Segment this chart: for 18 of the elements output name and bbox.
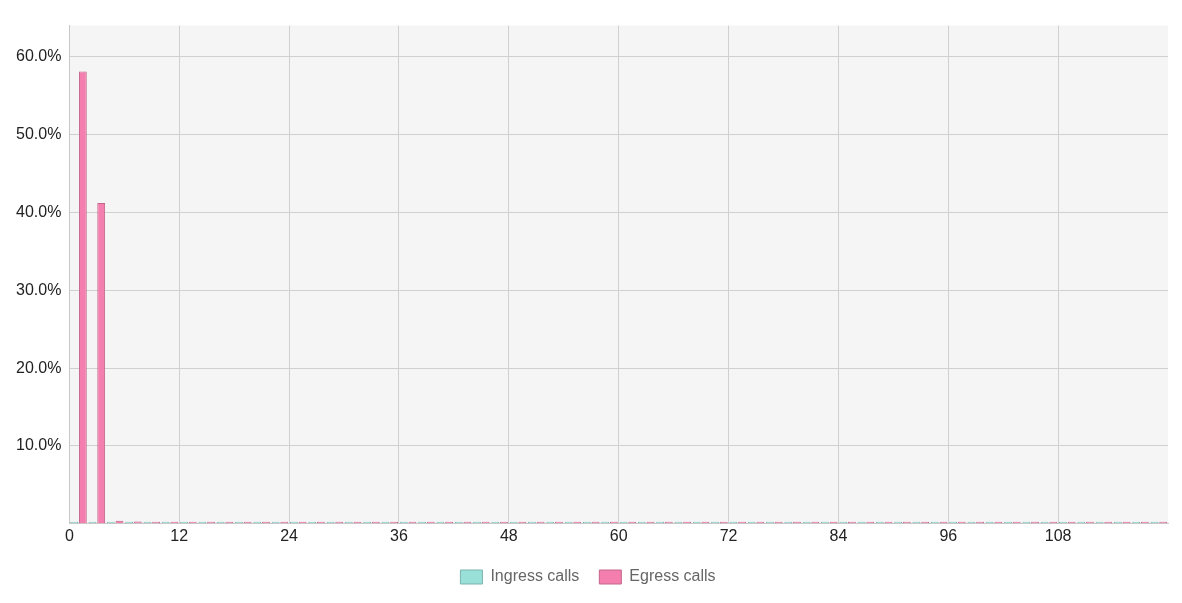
legend-label: Ingress calls	[490, 567, 580, 585]
x-tick-label: 72	[719, 526, 738, 544]
x-tick-label: 0	[64, 526, 74, 544]
x-tick-label: 108	[1044, 526, 1072, 544]
legend-label: Egress calls	[629, 567, 716, 585]
y-tick-label: 30.0%	[15, 280, 62, 298]
x-tick-label: 96	[939, 526, 958, 544]
y-tick-label: 50.0%	[15, 124, 62, 142]
y-tick-label: 60.0%	[15, 47, 62, 65]
y-tick-label: 20.0%	[15, 358, 62, 376]
y-tick-label: 10.0%	[15, 436, 62, 454]
x-tick-label: 48	[499, 526, 518, 544]
x-tick-label: 36	[390, 526, 408, 544]
x-tick-label: 24	[280, 526, 299, 544]
x-tick-label: 12	[170, 526, 189, 544]
y-tick-label: 40.0%	[15, 202, 62, 220]
x-tick-label: 84	[829, 526, 848, 544]
x-tick-label: 60	[609, 526, 628, 544]
